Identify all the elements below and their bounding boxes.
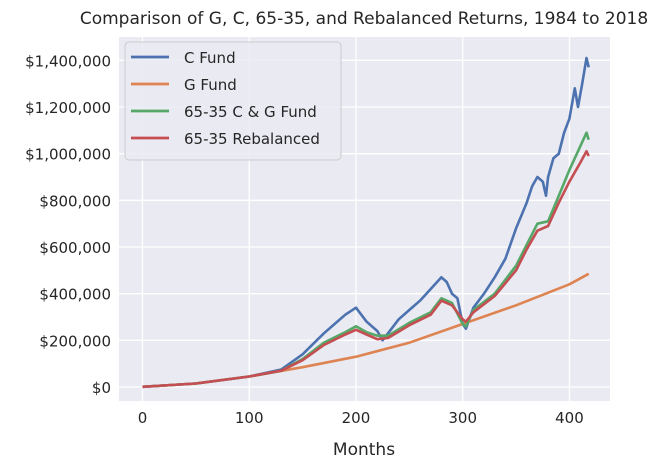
y-tick-label: $400,000 xyxy=(39,286,111,304)
chart-title: Comparison of G, C, 65-35, and Rebalance… xyxy=(80,9,648,29)
y-tick-label: $600,000 xyxy=(39,239,111,257)
legend-label: C Fund xyxy=(184,49,236,67)
legend-label: G Fund xyxy=(184,76,237,94)
x-tick-label: 0 xyxy=(138,409,148,427)
x-axis-label: Months xyxy=(333,440,395,460)
y-tick-label: $800,000 xyxy=(39,192,111,210)
series-line-65-35-c-g-fund xyxy=(142,131,590,389)
y-tick-label: $0 xyxy=(92,379,111,397)
x-tick-label: 200 xyxy=(342,409,371,427)
legend-box xyxy=(124,41,342,161)
legend: C Fund G Fund 65-35 C & G Fund 65-35 Rebala… xyxy=(124,41,342,161)
x-tick-label: 300 xyxy=(448,409,477,427)
y-tick-label: $1,400,000 xyxy=(25,52,111,70)
y-tick-label: $1,000,000 xyxy=(25,146,111,164)
x-tick-label: 400 xyxy=(555,409,584,427)
legend-label: 65-35 C & G Fund xyxy=(184,103,317,121)
series-line-65-35-rebalanced xyxy=(142,150,590,389)
x-tick-label: 100 xyxy=(235,409,264,427)
y-tick-label: $1,200,000 xyxy=(25,99,111,117)
legend-label: 65-35 Rebalanced xyxy=(184,130,320,148)
y-tick-label: $200,000 xyxy=(39,332,111,350)
